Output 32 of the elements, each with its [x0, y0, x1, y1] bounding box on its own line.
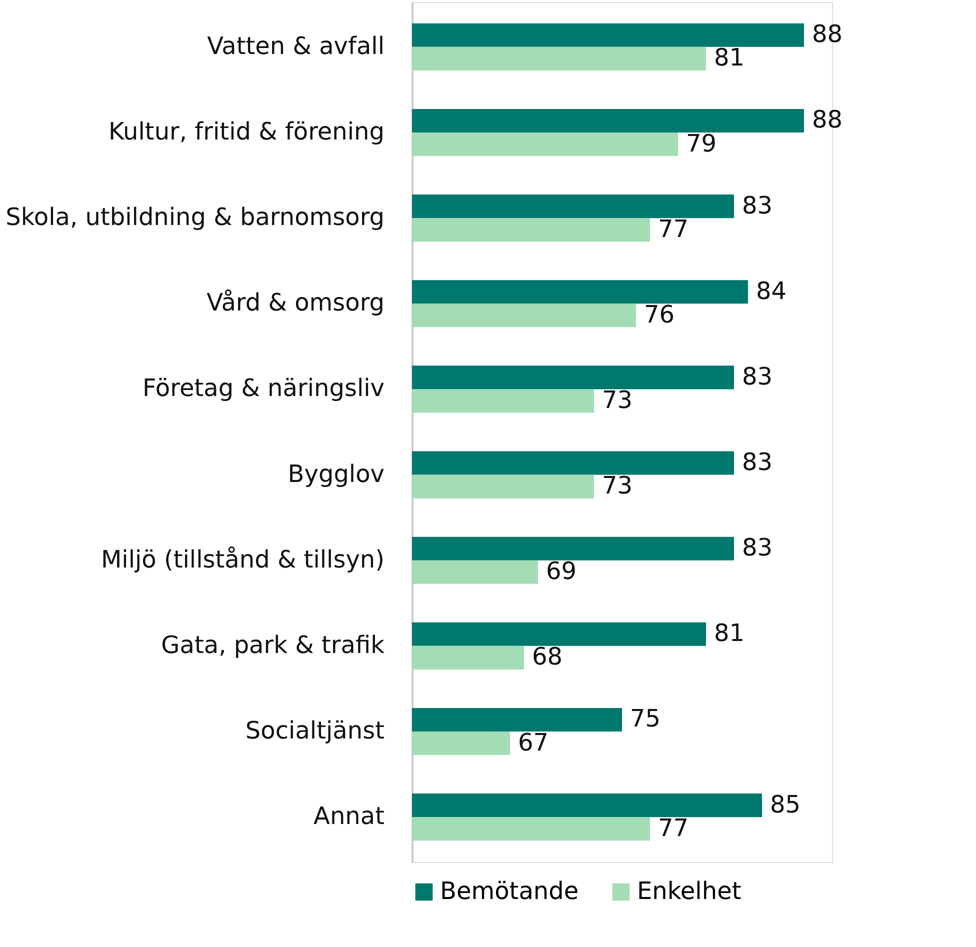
y-tick-label: Vatten & avfall [207, 32, 384, 60]
data-label: 83 [742, 191, 773, 220]
y-tick-label: Vård & omsorg [206, 288, 384, 317]
y-tick-label: Annat [314, 802, 384, 830]
data-label: 84 [756, 276, 787, 305]
y-tick-label: Miljö (tillstånd & tillsyn) [100, 545, 384, 574]
data-label: 68 [532, 642, 563, 671]
y-tick-label: Kultur, fritid & förening [108, 118, 384, 146]
data-label: 88 [812, 106, 843, 134]
data-label: 73 [602, 386, 633, 414]
y-tick-label: Gata, park & trafik [161, 630, 385, 659]
data-label: 83 [742, 362, 773, 390]
legend-label: Bemötande [440, 877, 579, 905]
data-label: 81 [714, 44, 745, 72]
data-label: 75 [630, 704, 661, 733]
data-label: 81 [714, 619, 745, 648]
data-label: 83 [742, 534, 773, 562]
data-label: 69 [546, 557, 577, 586]
data-label: 79 [686, 129, 717, 158]
data-label: 77 [658, 214, 689, 243]
data-label: 76 [644, 300, 675, 328]
y-tick-label: Bygglov [288, 460, 384, 488]
data-label: 73 [602, 472, 633, 500]
legend-label: Enkelhet [637, 877, 742, 905]
data-label: 85 [770, 790, 801, 818]
data-label: 77 [658, 814, 689, 842]
data-label: 88 [812, 20, 843, 48]
y-tick-label: Skola, utbildning & barnomsorg [6, 203, 384, 232]
y-tick-label: Företag & näringsliv [142, 374, 384, 402]
data-label: 83 [742, 448, 773, 476]
data-label: 67 [518, 728, 549, 756]
y-tick-label: Socialtjänst [245, 716, 384, 745]
